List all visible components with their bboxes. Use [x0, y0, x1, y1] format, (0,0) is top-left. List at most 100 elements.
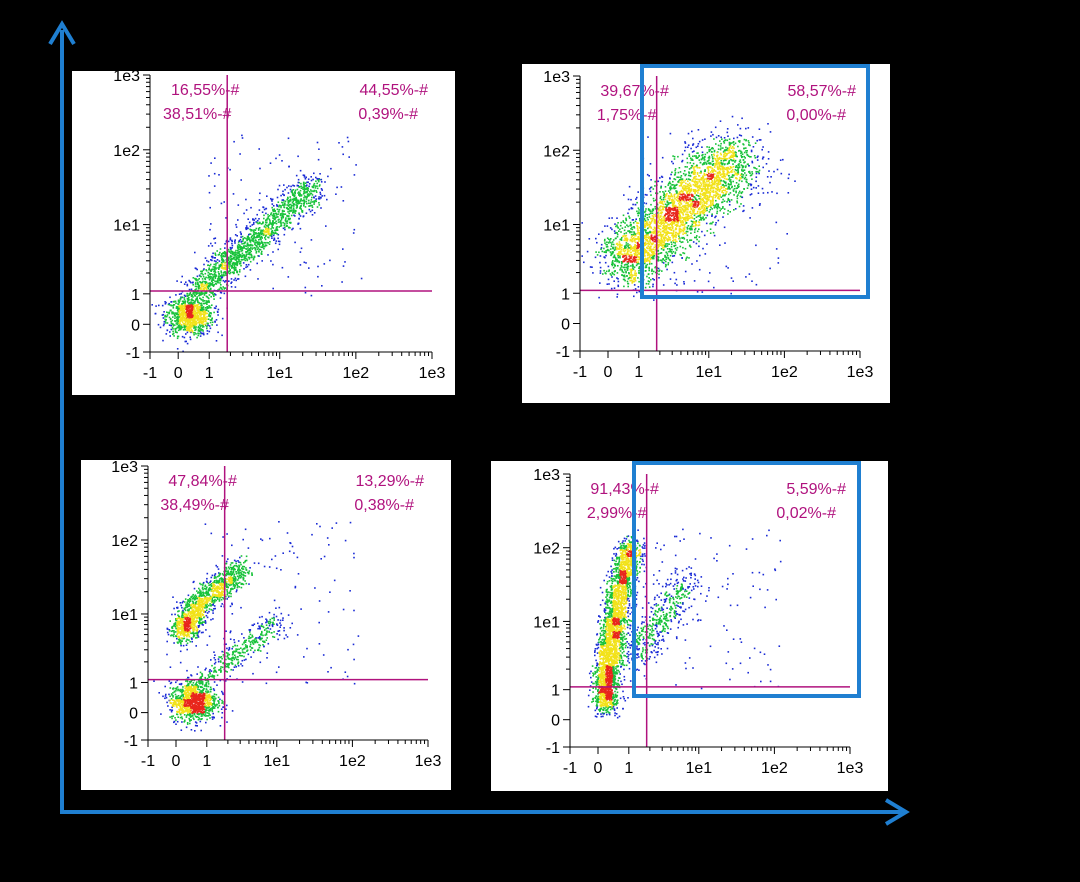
event-dot: [308, 267, 310, 269]
event-dot: [669, 187, 671, 189]
event-dot: [251, 239, 253, 241]
event-dot: [675, 227, 677, 229]
event-dot: [233, 269, 236, 272]
event-dot: [198, 320, 201, 323]
event-dot: [745, 127, 747, 130]
event-dot: [182, 307, 184, 310]
event-dot: [731, 186, 733, 189]
event-dot: [198, 293, 201, 295]
event-dot: [164, 318, 166, 321]
event-dot: [722, 207, 724, 209]
event-dot: [180, 325, 183, 328]
event-dot: [631, 281, 634, 284]
event-dot: [194, 317, 196, 320]
event-dot: [222, 252, 224, 255]
event-dot: [745, 139, 747, 141]
event-dot: [631, 239, 633, 241]
event-dot: [172, 325, 175, 327]
event-dot: [342, 248, 344, 250]
event-dot: [204, 281, 207, 284]
event-dot: [296, 205, 298, 207]
event-dot: [712, 202, 714, 205]
event-dot: [687, 201, 689, 204]
event-dot: [711, 215, 713, 217]
event-dot: [689, 239, 692, 241]
event-dot: [672, 237, 674, 239]
event-dot: [161, 304, 164, 307]
event-dot: [658, 216, 660, 219]
event-dot: [678, 232, 680, 235]
event-dot: [679, 230, 681, 233]
event-dot: [687, 196, 689, 199]
event-dot: [279, 204, 282, 207]
event-dot: [172, 332, 175, 335]
event-dot: [178, 310, 181, 313]
event-dot: [654, 208, 657, 210]
event-dot: [209, 327, 212, 330]
event-dot: [695, 165, 697, 168]
event-dot: [213, 295, 215, 298]
event-dot: [284, 219, 287, 222]
event-dot: [604, 225, 606, 227]
event-dot: [619, 238, 622, 241]
event-dot: [672, 218, 674, 221]
event-dot: [750, 156, 752, 158]
event-dot: [616, 226, 619, 228]
event-dot: [703, 204, 705, 206]
event-dot: [668, 232, 671, 234]
event-dot: [686, 187, 688, 190]
event-dot: [678, 212, 681, 215]
event-dot: [625, 217, 627, 220]
event-dot: [264, 223, 267, 226]
event-dot: [695, 221, 698, 223]
event-dot: [742, 210, 744, 213]
event-dot: [745, 147, 747, 149]
event-dot: [653, 240, 656, 243]
event-dot: [667, 263, 669, 266]
event-dot: [175, 302, 177, 304]
event-dot: [272, 251, 274, 253]
event-dot: [657, 215, 660, 217]
event-dot: [722, 140, 725, 143]
event-dot: [291, 189, 293, 192]
event-dot: [744, 176, 747, 179]
event-dot: [247, 256, 250, 259]
event-dot: [294, 191, 296, 193]
event-dot: [692, 200, 694, 203]
event-dot: [208, 325, 211, 327]
event-dot: [175, 327, 178, 330]
event-dot: [650, 235, 653, 238]
event-dot: [214, 269, 216, 272]
event-dot: [311, 214, 314, 216]
event-dot: [694, 236, 696, 239]
event-dot: [689, 162, 692, 164]
event-dot: [189, 280, 191, 283]
event-dot: [669, 219, 671, 222]
event-dot: [275, 222, 278, 225]
event-dot: [292, 184, 294, 187]
event-dot: [716, 193, 719, 196]
event-dot: [295, 198, 298, 201]
event-dot: [176, 306, 179, 309]
event-dot: [737, 124, 739, 126]
event-dot: [175, 305, 178, 308]
event-dot: [208, 313, 210, 316]
event-dot: [240, 232, 242, 235]
event-dot: [688, 155, 691, 157]
event-dot: [683, 238, 686, 240]
event-dot: [253, 240, 255, 243]
event-dot: [240, 179, 242, 181]
event-dot: [199, 313, 201, 315]
event-dot: [205, 308, 207, 311]
event-dot: [180, 281, 182, 283]
event-dot: [309, 192, 312, 195]
event-dot: [616, 247, 618, 249]
event-dot: [197, 309, 199, 312]
event-dot: [653, 238, 656, 240]
event-dot: [646, 232, 648, 235]
event-dot: [621, 270, 624, 273]
event-dot: [753, 166, 755, 169]
event-dot: [259, 232, 262, 234]
event-dot: [743, 138, 746, 141]
event-dot: [681, 236, 683, 239]
